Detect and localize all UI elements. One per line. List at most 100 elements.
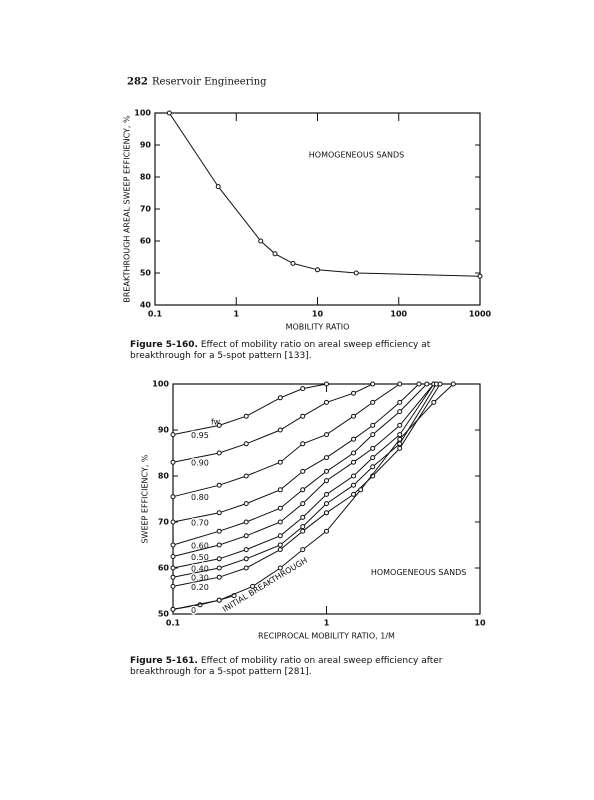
series-label: 0.95 (191, 431, 209, 440)
data-point (215, 184, 221, 190)
data-point (216, 482, 222, 488)
data-point (351, 390, 357, 396)
data-point (397, 409, 403, 415)
data-point (277, 542, 283, 548)
data-point (170, 606, 176, 612)
data-point (216, 574, 222, 580)
curve (172, 383, 420, 523)
data-point (324, 399, 329, 405)
data-point (370, 422, 376, 428)
data-point (324, 455, 329, 461)
data-point (300, 468, 306, 474)
x-axis-label: MOBILITY RATIO (286, 323, 350, 332)
x-tick-label: 10 (474, 619, 486, 628)
data-point (272, 251, 278, 257)
data-point (324, 432, 329, 438)
y-tick-label: 40 (140, 301, 152, 310)
data-point (300, 528, 306, 534)
data-point (170, 459, 176, 465)
data-point (324, 478, 329, 484)
data-point (324, 491, 329, 497)
data-point (358, 487, 364, 493)
data-point (353, 270, 359, 276)
data-point (216, 510, 222, 516)
curve (172, 383, 454, 610)
curve (172, 383, 435, 557)
data-point (300, 547, 306, 553)
data-point (216, 597, 222, 603)
data-point (477, 273, 483, 279)
data-point (300, 413, 306, 419)
y-tick-label: 80 (140, 173, 152, 182)
x-tick-label: 1000 (469, 310, 492, 319)
y-tick-label: 50 (140, 269, 152, 278)
x-tick-label: 10 (312, 310, 324, 319)
data-point (351, 473, 357, 479)
data-point (243, 519, 249, 525)
data-point (397, 381, 403, 387)
y-tick-label: 60 (140, 237, 152, 246)
plot-frame (154, 112, 481, 306)
data-point (170, 432, 176, 438)
series-label: 0.60 (191, 542, 209, 551)
y-tick-label: 90 (158, 426, 170, 435)
y-tick-label: 50 (158, 610, 170, 619)
series-label: 0.30 (191, 574, 209, 583)
y-tick-label: 100 (152, 380, 169, 389)
data-point (416, 381, 422, 387)
data-point (370, 432, 376, 438)
data-point (424, 381, 430, 387)
data-point (243, 565, 249, 571)
data-point (277, 487, 283, 493)
data-point (300, 487, 306, 493)
data-point (277, 547, 283, 553)
running-title: Reservoir Engineering (152, 77, 267, 88)
data-point (243, 501, 249, 507)
data-point (216, 556, 222, 562)
curve (172, 383, 428, 546)
data-point (351, 459, 357, 465)
caption-label: Figure 5-161. (130, 656, 198, 666)
data-point (300, 501, 306, 507)
data-point (324, 528, 329, 534)
data-point (170, 574, 176, 580)
data-point (277, 427, 283, 433)
x-tick-label: 0.1 (166, 619, 181, 628)
data-point (216, 422, 222, 428)
data-point (166, 110, 172, 116)
data-point (351, 413, 357, 419)
caption-label: Figure 5-160. (130, 340, 198, 350)
data-point (243, 413, 249, 419)
annotation: HOMOGENEOUS SANDS (309, 151, 405, 160)
data-point (170, 565, 176, 571)
data-point (290, 260, 296, 266)
data-point (300, 441, 306, 447)
x-tick-label: 100 (390, 310, 407, 319)
data-point (431, 399, 437, 405)
data-point (300, 514, 306, 520)
data-point (216, 542, 222, 548)
page-number: 282 (127, 77, 148, 88)
data-point (324, 381, 329, 387)
data-point (243, 556, 249, 562)
data-point (351, 491, 357, 497)
annotation: HOMOGENEOUS SANDS (371, 568, 467, 577)
series-label: 0.80 (191, 493, 209, 502)
series-label: 0.20 (191, 583, 209, 592)
data-point (351, 436, 357, 442)
data-point (243, 533, 249, 539)
y-tick-label: 90 (140, 141, 152, 150)
y-tick-label: 70 (158, 518, 170, 527)
data-point (397, 399, 403, 405)
caption-text: Effect of mobility ratio on areal sweep … (130, 656, 443, 677)
y-axis-label: BREAKTHROUGH AREAL SWEEP EFFICIENCY, % (123, 115, 132, 303)
data-point (437, 381, 443, 387)
series-label: 0.50 (191, 553, 209, 562)
data-point (300, 524, 306, 530)
data-point (243, 547, 249, 553)
data-point (170, 554, 176, 559)
series-label: INITIAL BREAKTHROUGH (221, 556, 309, 614)
series-label: 0.40 (191, 565, 209, 574)
data-point (370, 445, 376, 451)
